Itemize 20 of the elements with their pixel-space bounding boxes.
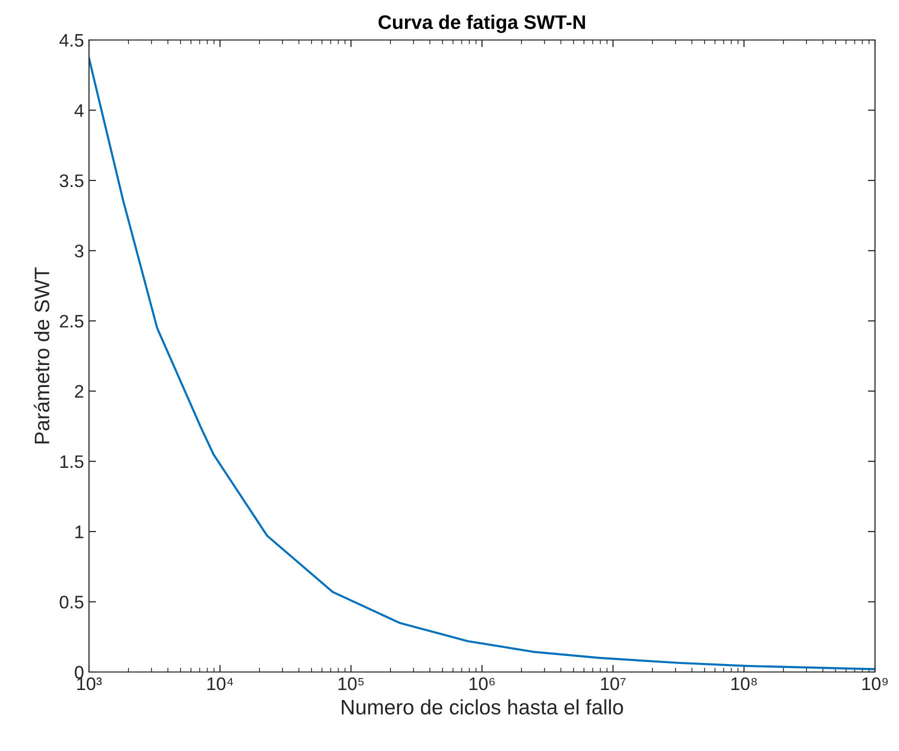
y-axis-title: Parámetro de SWT: [34, 267, 50, 444]
chart-title: Curva de fatiga SWT-N: [378, 14, 585, 34]
x-tick-label: 10³: [77, 677, 102, 690]
y-tick-label: 4.5: [59, 34, 84, 47]
x-tick-label: 10⁸: [732, 677, 757, 690]
x-tick-label: 10⁷: [601, 677, 626, 690]
y-tick-label: 1: [75, 526, 84, 538]
x-tick-label: 10⁹: [862, 677, 888, 690]
y-tick-label: 2: [75, 385, 84, 398]
y-tick-label: 3.5: [60, 174, 84, 188]
y-tick-label: 3: [74, 244, 84, 258]
x-tick-label: 10⁶: [470, 677, 495, 690]
x-tick-label: 10⁵: [338, 677, 364, 690]
x-tick-label: 10⁴: [207, 677, 234, 690]
y-tick-label: 2.5: [60, 314, 84, 328]
y-tick-label: 4: [74, 104, 84, 117]
y-tick-label: 0: [74, 666, 84, 679]
y-tick-label: 0.5: [60, 596, 84, 608]
y-tick-label: 1.5: [60, 455, 84, 468]
x-axis-title: Numero de ciclos hasta el fallo: [342, 699, 623, 715]
